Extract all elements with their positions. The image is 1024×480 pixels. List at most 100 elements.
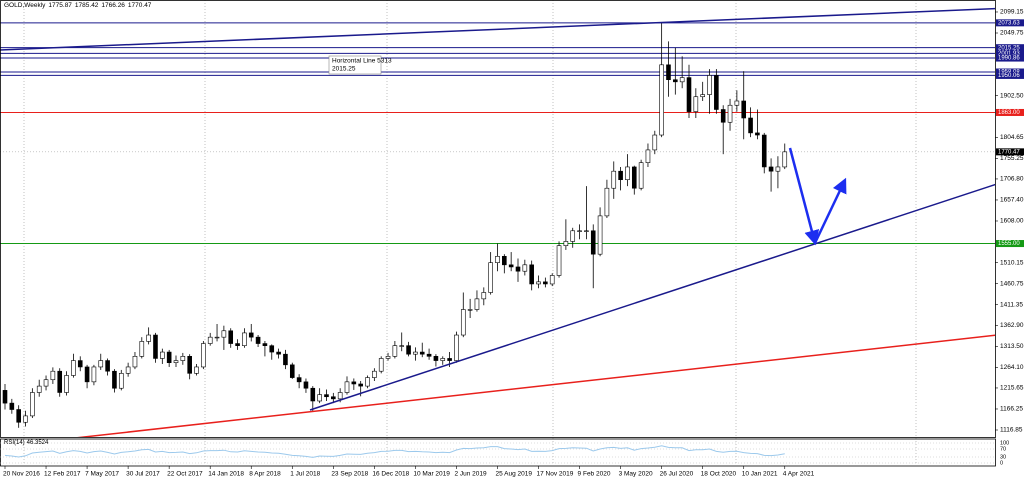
x-tick-label: 8 Apr 2018	[249, 471, 281, 478]
candle-body	[419, 351, 425, 355]
candle-body	[30, 392, 35, 417]
candle-body	[146, 334, 151, 342]
candle-body	[378, 358, 384, 372]
candle-body	[433, 356, 439, 361]
candle-body	[132, 356, 138, 368]
candle-body	[625, 166, 630, 181]
rsi-tick-label: 30	[1000, 454, 1006, 460]
candle-body	[262, 343, 268, 346]
price-label-box	[996, 49, 1024, 57]
candle-body	[351, 381, 357, 385]
candle-body	[590, 230, 596, 255]
candle-body	[187, 356, 192, 374]
candle-body	[331, 396, 336, 400]
y-tick-label: 1657.40	[1000, 197, 1024, 204]
price-label: 2001.93	[998, 51, 1020, 57]
candle-body	[611, 170, 617, 189]
rsi-tick-label: 70	[1000, 446, 1006, 452]
open: 1775.87	[48, 2, 72, 9]
price-label-box	[996, 44, 1024, 52]
price-label-box	[996, 71, 1024, 79]
candle-body	[228, 330, 234, 344]
candle-body	[399, 345, 405, 347]
candle-body	[16, 409, 21, 423]
price-panel	[0, 22, 995, 428]
x-tick-label: 3 May 2020	[619, 471, 653, 478]
candle-body	[604, 187, 610, 217]
candle-body	[645, 149, 651, 163]
candle-body	[720, 109, 726, 123]
x-tick-label: 2 Jun 2019	[454, 471, 487, 478]
candle-body	[50, 370, 56, 381]
candle-body	[543, 281, 548, 285]
candle-body	[659, 64, 664, 136]
x-tick-label: 30 Jul 2017	[126, 471, 160, 478]
x-tick-label: 26 Jul 2020	[660, 471, 694, 478]
rsi-tick-label: 0	[1000, 460, 1003, 466]
candle-body	[488, 262, 493, 293]
close: 1770.47	[127, 2, 152, 9]
x-tick-label: 1 Jul 2018	[290, 471, 320, 478]
candle-body	[481, 292, 487, 300]
candle-body	[570, 230, 576, 242]
candle-body	[112, 370, 117, 389]
candle-body	[201, 343, 206, 368]
candle-body	[173, 360, 179, 363]
candle-body	[563, 241, 569, 246]
price-label-box	[996, 240, 1024, 248]
candle-body	[529, 264, 534, 285]
candle-body	[324, 394, 329, 398]
y-tick-label: 2099.15	[1000, 9, 1024, 16]
y-tick-label: 1166.25	[1000, 406, 1023, 413]
candle-body	[365, 377, 370, 387]
candle-body	[248, 332, 254, 338]
current-price-label: 1770.47	[998, 149, 1020, 155]
x-tick-label: 10 Jan 2021	[742, 471, 778, 478]
candle-body	[283, 353, 288, 366]
candle-body	[638, 162, 644, 189]
candle-body	[296, 377, 302, 383]
candle-body	[761, 134, 767, 168]
x-tick-label: 23 Sep 2018	[331, 471, 368, 478]
y-tick-label: 1215.65	[1000, 385, 1024, 392]
price-label: 1555.00	[998, 241, 1020, 247]
candle-body	[57, 370, 63, 393]
candle-body	[77, 360, 83, 368]
candle-body	[474, 298, 480, 310]
candle-body	[775, 166, 781, 172]
x-tick-label: 14 Jan 2018	[208, 471, 244, 478]
rsi-header: RSI(14) 46.3524	[4, 440, 48, 446]
candle-body	[125, 366, 131, 374]
candle-body	[426, 353, 432, 357]
candle-body	[91, 366, 97, 383]
y-tick-label: 1902.50	[1000, 92, 1024, 99]
y-tick-label: 1460.75	[1000, 280, 1024, 287]
y-tick-label: 1804.65	[1000, 134, 1024, 141]
candle-body	[153, 334, 158, 359]
candle-body	[734, 100, 740, 106]
candle-body	[98, 360, 104, 368]
header: GOLD,Weekly 1775.87 1785.42 1766.26 1770…	[4, 2, 151, 9]
candle-body	[23, 415, 28, 423]
candle-body	[406, 345, 411, 355]
candle-body	[118, 373, 124, 389]
candle-body	[289, 364, 295, 378]
x-tick-label: 12 Feb 2017	[44, 471, 81, 478]
price-label-box	[996, 19, 1024, 27]
candle-body	[9, 402, 15, 410]
candle-body	[666, 64, 671, 81]
candle-body	[584, 230, 589, 232]
candle-body	[221, 330, 227, 338]
candle-body	[522, 264, 528, 272]
high: 1785.42	[74, 2, 99, 9]
candle-body	[673, 79, 678, 83]
candle-body	[105, 360, 110, 372]
x-tick-label: 4 Apr 2021	[783, 471, 815, 478]
candle-body	[71, 360, 76, 376]
candle-body	[310, 387, 316, 402]
y-tick-label: 1755.25	[1000, 155, 1024, 162]
candle-body	[748, 117, 753, 134]
candle-body	[700, 94, 705, 98]
rsi-line	[4, 445, 785, 458]
candle-body	[714, 75, 719, 110]
